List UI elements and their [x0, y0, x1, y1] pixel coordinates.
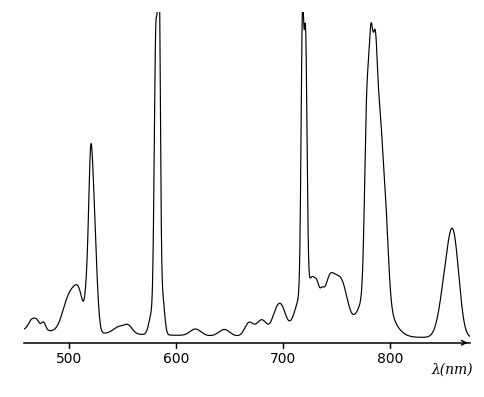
Text: λ(nm): λ(nm) — [431, 362, 472, 377]
